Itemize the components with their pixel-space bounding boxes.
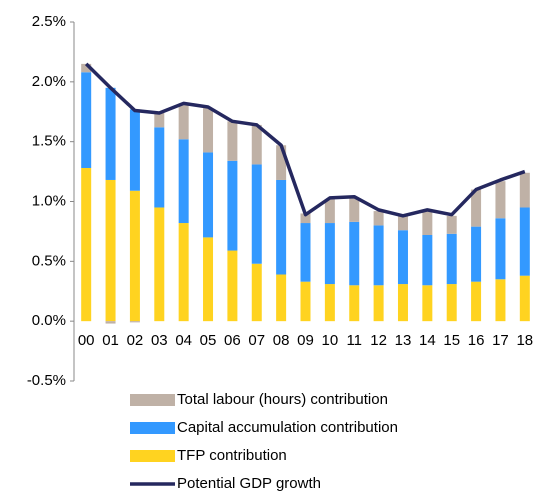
x-tick-label: 08 bbox=[273, 332, 290, 349]
y-tick-label: 0.5% bbox=[32, 252, 66, 269]
bar bbox=[349, 221, 360, 286]
bar bbox=[300, 281, 311, 322]
bar bbox=[349, 197, 360, 222]
bar bbox=[81, 63, 92, 73]
legend-label: Potential GDP growth bbox=[177, 475, 321, 491]
bar bbox=[105, 321, 116, 324]
bar bbox=[203, 108, 214, 153]
x-tick-label: 05 bbox=[200, 332, 217, 349]
bar bbox=[227, 250, 238, 322]
x-tick-label: 12 bbox=[370, 332, 387, 349]
bar bbox=[324, 284, 335, 322]
x-tick-label: 04 bbox=[175, 332, 192, 349]
x-tick-label: 17 bbox=[492, 332, 509, 349]
bar bbox=[519, 275, 530, 322]
y-tick-label: 2.5% bbox=[32, 13, 66, 30]
bar bbox=[300, 213, 311, 224]
x-tick-label: 14 bbox=[419, 332, 436, 349]
bar bbox=[251, 124, 262, 165]
bar bbox=[324, 199, 335, 224]
bar bbox=[471, 281, 482, 322]
bar bbox=[81, 167, 92, 322]
x-tick-label: 01 bbox=[102, 332, 119, 349]
bar bbox=[105, 87, 116, 180]
legend-swatch bbox=[130, 394, 175, 406]
y-tick-label: 0.0% bbox=[32, 312, 66, 329]
bar bbox=[446, 215, 457, 234]
bar bbox=[349, 285, 360, 322]
bar bbox=[397, 284, 408, 322]
x-tick-label: 15 bbox=[443, 332, 460, 349]
y-tick-label: -0.5% bbox=[27, 372, 66, 389]
bar bbox=[373, 285, 384, 322]
bar bbox=[203, 152, 214, 238]
bar bbox=[203, 237, 214, 322]
bar bbox=[519, 207, 530, 276]
x-tick-label: 18 bbox=[516, 332, 533, 349]
bar bbox=[251, 164, 262, 264]
bar bbox=[129, 190, 140, 322]
bar bbox=[324, 223, 335, 285]
bar bbox=[397, 215, 408, 231]
x-tick-label: 00 bbox=[78, 332, 95, 349]
x-tick-label: 16 bbox=[468, 332, 485, 349]
bar bbox=[495, 181, 506, 219]
bar bbox=[276, 145, 287, 180]
legend-label: TFP contribution bbox=[177, 447, 287, 464]
bar bbox=[422, 235, 433, 286]
bar bbox=[129, 321, 140, 323]
legend-label: Total labour (hours) contribution bbox=[177, 391, 388, 408]
x-tick-label: 10 bbox=[322, 332, 339, 349]
bar bbox=[519, 172, 530, 208]
x-tick-label: 03 bbox=[151, 332, 168, 349]
legend-label: Capital accumulation contribution bbox=[177, 419, 398, 436]
bar bbox=[446, 284, 457, 322]
bar bbox=[129, 109, 140, 191]
bar bbox=[422, 211, 433, 236]
x-tick-label: 09 bbox=[297, 332, 314, 349]
bar bbox=[422, 285, 433, 322]
bar bbox=[397, 230, 408, 285]
bar bbox=[227, 121, 238, 161]
bar bbox=[495, 218, 506, 280]
bar bbox=[178, 223, 189, 322]
bar bbox=[446, 233, 457, 285]
y-tick-label: 2.0% bbox=[32, 73, 66, 90]
bar bbox=[276, 274, 287, 322]
bar bbox=[373, 211, 384, 226]
bar bbox=[471, 189, 482, 227]
bar bbox=[81, 72, 92, 168]
bar bbox=[178, 139, 189, 224]
bar bbox=[495, 279, 506, 322]
bar bbox=[251, 263, 262, 322]
legend-swatch bbox=[130, 450, 175, 462]
x-tick-label: 07 bbox=[248, 332, 265, 349]
x-tick-label: 11 bbox=[346, 332, 362, 349]
x-tick-label: 02 bbox=[127, 332, 144, 349]
bar bbox=[373, 225, 384, 286]
y-tick-label: 1.5% bbox=[32, 133, 66, 150]
x-tick-label: 13 bbox=[395, 332, 412, 349]
bar bbox=[276, 179, 287, 275]
bar bbox=[105, 179, 116, 322]
y-tick-label: 1.0% bbox=[32, 192, 66, 209]
bar bbox=[154, 112, 165, 128]
bar bbox=[227, 160, 238, 251]
bar bbox=[154, 207, 165, 322]
bar bbox=[471, 226, 482, 282]
bar bbox=[178, 103, 189, 140]
line bbox=[84, 62, 526, 218]
bar bbox=[300, 223, 311, 282]
bar bbox=[154, 127, 165, 208]
legend-swatch bbox=[130, 422, 175, 434]
x-tick-label: 06 bbox=[224, 332, 241, 349]
